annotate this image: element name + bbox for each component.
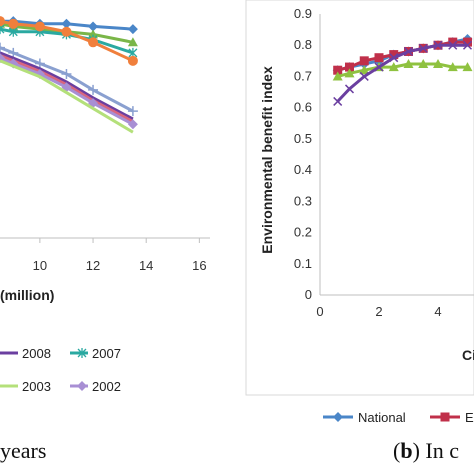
right-legend-label-E: E — [465, 410, 474, 425]
left-series-3-point — [88, 37, 99, 48]
right-x-tick-label: 2 — [375, 304, 382, 319]
right-y-tick-label: 0.6 — [294, 100, 312, 115]
left-series-1-point — [127, 37, 138, 47]
right-series-3-point — [462, 40, 473, 50]
right-caption: (b) In c — [393, 438, 459, 463]
right-series-2-point — [388, 62, 399, 72]
right-series-1-point — [374, 53, 384, 63]
right-x-tick-label: 0 — [316, 304, 323, 319]
right-series-3-point — [448, 40, 458, 50]
left-x-tick-label: 12 — [86, 258, 100, 273]
right-y-tick-label: 0.9 — [294, 6, 312, 21]
left-plot-area — [0, 16, 138, 134]
right-series-1-point — [345, 62, 354, 72]
left-legend-marker-2002 — [77, 381, 87, 391]
right-series-3-line — [336, 43, 468, 103]
right-y-tick-label: 0.2 — [294, 225, 312, 240]
right-y-tick-label: 0.5 — [294, 131, 312, 146]
right-series-2-line — [337, 62, 468, 78]
right-x-tick-label: 4 — [434, 304, 441, 319]
right-caption-letter: b — [400, 438, 412, 463]
left-series-0-point — [61, 18, 72, 29]
right-series-3-point — [389, 53, 399, 63]
right-series-2-point — [332, 71, 343, 81]
left-series-4-point — [127, 106, 138, 117]
right-series-2-point — [462, 62, 473, 72]
right-legend-label-National: National — [358, 410, 406, 425]
right-y-tick-label: 0.3 — [294, 193, 312, 208]
right-plot-area — [332, 33, 473, 106]
left-series-3-point — [61, 26, 72, 37]
left-series-4-point — [88, 84, 99, 95]
left-series-2-line — [0, 27, 134, 55]
left-series-0-point — [127, 24, 138, 35]
right-panel: 0 0.1 0.2 0.3 0.4 0.5 0.6 0.7 0.8 0.9 0 2 4 Environ… — [245, 0, 474, 463]
right-y-tick-label: 0.1 — [294, 256, 312, 271]
right-y-ticks: 0 0.1 0.2 0.3 0.4 0.5 0.6 0.7 0.8 0.9 — [294, 6, 312, 302]
right-series-3-point — [403, 46, 414, 56]
left-series-4-point — [0, 42, 5, 53]
left-x-tick-label: 16 — [192, 258, 206, 273]
left-legend-marker-2007 — [77, 348, 87, 358]
left-series-4-line — [0, 46, 134, 113]
left-series-3-point — [127, 55, 138, 66]
right-series-3-point — [333, 96, 343, 106]
left-legend: 2008 2007 2003 2002 — [0, 346, 121, 394]
left-series-2-point — [0, 24, 5, 35]
left-series-4-point — [61, 69, 72, 80]
right-series-2-point — [359, 65, 370, 75]
right-series-2-point — [344, 68, 355, 78]
left-series-5-line — [0, 51, 134, 121]
right-series-2-point — [447, 62, 458, 72]
right-y-tick-label: 0.4 — [294, 162, 312, 177]
right-caption-text: ) In c — [413, 438, 460, 463]
right-series-3-point — [433, 40, 443, 50]
left-series-7-point — [127, 119, 138, 130]
right-y-tick-label: 0.8 — [294, 37, 312, 52]
right-legend-marker-E — [440, 412, 450, 422]
right-legend-marker-National — [333, 412, 343, 422]
right-series-1-point — [389, 50, 399, 60]
right-series-2-point — [433, 58, 443, 68]
left-series-6-line — [0, 54, 134, 123]
left-legend-label-2003: 2003 — [22, 379, 51, 394]
left-x-axis-label: (million) — [0, 287, 54, 303]
right-x-axis-label: Ci — [462, 347, 474, 363]
left-series-3-point — [34, 21, 45, 32]
left-series-4-point — [34, 58, 45, 69]
left-legend-label-2008: 2008 — [22, 346, 51, 361]
left-series-3-point — [0, 16, 5, 27]
left-legend-label-2002: 2002 — [92, 379, 121, 394]
right-series-1-point — [333, 65, 343, 75]
right-y-axis-label: Environmental benefit index — [259, 66, 275, 254]
right-series-2-point — [418, 58, 429, 68]
left-series-0-point — [88, 21, 99, 32]
right-series-3-point — [418, 43, 428, 53]
left-series-4-point — [8, 47, 19, 58]
right-series-2-point — [403, 58, 414, 68]
right-series-3-point — [344, 84, 355, 94]
right-caption-open: ( — [393, 438, 400, 463]
right-series-1-point — [463, 37, 472, 47]
right-x-ticks: 0 2 4 — [316, 304, 441, 319]
left-x-ticks: 10 12 14 16 — [33, 238, 207, 273]
right-legend: National E — [323, 410, 474, 425]
right-series-3-point — [374, 62, 384, 72]
left-series-3-point — [8, 18, 19, 29]
left-x-tick-label: 14 — [139, 258, 153, 273]
left-panel: 10 12 14 16 (million) 2008 2007 2003 2002 year… — [0, 16, 210, 463]
left-series-8-line — [0, 59, 134, 134]
left-legend-label-2007: 2007 — [92, 346, 121, 361]
right-y-tick-label: 0 — [305, 287, 312, 302]
right-chart-frame — [245, 0, 474, 396]
right-series-1-point — [359, 56, 369, 66]
right-series-1-point — [448, 37, 458, 47]
right-y-tick-label: 0.7 — [294, 68, 312, 83]
left-x-tick-label: 10 — [33, 258, 47, 273]
right-series-3-point — [359, 71, 369, 81]
left-series-1-point — [88, 29, 99, 39]
left-caption: years — [0, 438, 46, 463]
